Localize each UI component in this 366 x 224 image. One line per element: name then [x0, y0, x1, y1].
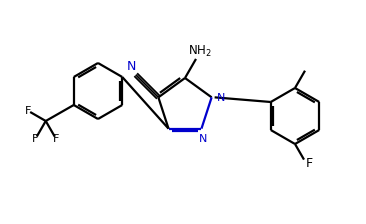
Text: F: F	[306, 157, 313, 170]
Text: F: F	[25, 106, 31, 116]
Text: F: F	[32, 134, 38, 144]
Text: N: N	[199, 134, 208, 144]
Text: N: N	[127, 60, 137, 73]
Text: F: F	[53, 134, 59, 144]
Text: NH$_2$: NH$_2$	[188, 44, 212, 60]
Text: N: N	[217, 93, 225, 103]
